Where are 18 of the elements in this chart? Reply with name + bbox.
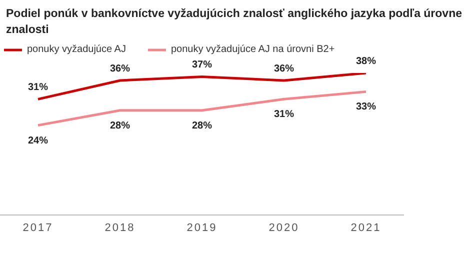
x-tick-label: 2020 xyxy=(268,222,300,234)
x-tick-label: 2021 xyxy=(350,222,382,234)
x-tick-label: 2017 xyxy=(22,222,54,234)
chart-title: Podiel ponúk v bankovníctve vyžadujúcich znalosť anglického jazyka podľa úrovne znalosti xyxy=(5,7,464,38)
x-tick-label: 2019 xyxy=(186,222,218,234)
legend-label: ponuky vyžadujúce AJ xyxy=(27,44,126,55)
data-label: 28% xyxy=(192,120,212,132)
data-label: 31% xyxy=(274,109,294,120)
legend-label: ponuky vyžadujúce AJ na úrovni B2+ xyxy=(170,44,335,55)
data-label: 36% xyxy=(110,63,130,74)
data-label: 33% xyxy=(356,102,376,113)
data-label: 38% xyxy=(356,56,376,67)
data-label: 24% xyxy=(28,135,48,146)
data-label: 31% xyxy=(28,82,48,94)
data-label: 28% xyxy=(110,120,130,132)
x-tick-label: 2018 xyxy=(104,222,136,234)
data-label: 36% xyxy=(274,63,294,74)
data-label: 37% xyxy=(192,60,212,71)
